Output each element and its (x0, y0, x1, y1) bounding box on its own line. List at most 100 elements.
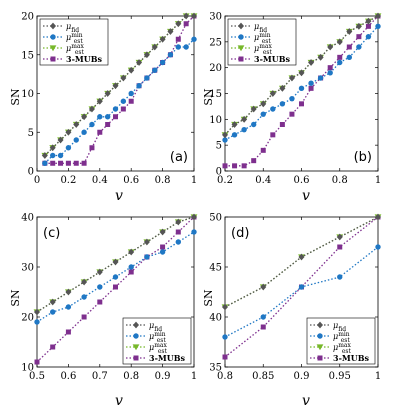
x-axis-label-top-right: v (302, 188, 310, 204)
data-point-mubs (175, 229, 181, 235)
data-point-min (250, 121, 257, 128)
data-point-mubs (299, 101, 304, 107)
y-tick-label: 20 (209, 63, 222, 74)
data-point-fid (279, 84, 286, 92)
data-point-min (222, 334, 228, 340)
panel-label: (d) (231, 226, 249, 241)
data-point-fid (65, 288, 72, 296)
data-point-mubs (65, 329, 71, 335)
data-point-mubs (337, 244, 343, 250)
x-tick-label: 0.4 (92, 175, 108, 186)
legend-entry-max: μmax est (66, 43, 84, 56)
data-point-fid (222, 131, 228, 139)
data-point-mubs (289, 111, 295, 117)
data-point-min (337, 59, 343, 66)
legend-entry-min: μmin est (254, 32, 271, 45)
data-point-mubs (183, 21, 189, 27)
y-axis-label-top-left: SN (9, 88, 22, 106)
data-point-fid (159, 228, 166, 236)
data-point-fid (112, 258, 119, 266)
data-point-mubs (222, 354, 228, 360)
data-point-mubs (260, 147, 266, 153)
data-point-mubs (113, 284, 118, 290)
data-point-fid (317, 53, 324, 61)
x-tick-label: 0.8 (217, 371, 233, 382)
series-line-min (36, 231, 195, 323)
data-point-fid (327, 43, 334, 51)
data-point-fid (104, 90, 111, 97)
legend-marker-fid (50, 22, 56, 30)
data-point-mubs (160, 244, 166, 250)
data-point-fid (250, 105, 257, 113)
data-point-fid (375, 12, 381, 20)
data-point-min (65, 145, 72, 151)
y-tick-label: 30 (21, 263, 34, 274)
data-point-mubs (241, 163, 247, 169)
data-point-fid (298, 253, 305, 261)
data-point-min (104, 114, 111, 120)
data-point-fid (269, 90, 276, 97)
data-point-mubs (356, 34, 362, 40)
legend-entry-mubs: 3-MUBs (149, 353, 185, 363)
data-point-min (167, 52, 174, 58)
legend-marker-min (238, 34, 244, 40)
x-tick-label: 0.2 (60, 175, 76, 186)
series-min (222, 244, 381, 340)
legend-entry-min: μmin est (149, 331, 166, 344)
x-tick-label: 0 (34, 175, 40, 186)
data-point-fid (128, 248, 135, 256)
y-tick-label: 10 (209, 115, 222, 126)
x-tick-label: 0.85 (252, 371, 274, 382)
y-tick-label: 5 (216, 141, 222, 152)
x-tick-label: 0.2 (217, 175, 233, 186)
x-tick-label: 0.8 (155, 175, 171, 186)
x-tick-label: 1 (375, 175, 381, 186)
data-point-min (175, 44, 181, 50)
data-point-min (159, 249, 166, 255)
data-point-mubs (128, 269, 134, 275)
y-tick-label: 35 (209, 363, 222, 374)
data-point-min (144, 254, 150, 260)
data-point-min (183, 44, 189, 50)
data-point-mubs (175, 36, 181, 42)
data-point-fid (231, 121, 238, 128)
x-tick-label: 0.7 (92, 371, 108, 382)
x-tick-label: 0.9 (294, 371, 310, 382)
legend-entry-fid: μfid (149, 321, 162, 333)
series-min (42, 36, 197, 166)
data-point-mubs (81, 314, 87, 320)
data-point-fid (167, 28, 174, 35)
data-point-fid (34, 308, 40, 316)
legend-marker-mubs (238, 56, 244, 62)
data-point-fid (159, 35, 166, 43)
data-point-min (34, 319, 40, 325)
x-axis-label-bottom-left: v (115, 393, 123, 408)
data-point-min (298, 85, 305, 92)
data-point-fid (88, 105, 95, 113)
data-point-min (298, 284, 305, 290)
y-tick-label: 25 (209, 37, 222, 48)
legend-marker-fid (238, 22, 244, 30)
y-tick-label: 15 (21, 50, 34, 61)
data-point-min (356, 44, 362, 50)
data-point-fid (222, 303, 228, 311)
data-point-mubs (97, 129, 103, 135)
data-point-min (260, 111, 266, 117)
legend-entry-fid: μfid (254, 22, 267, 34)
data-point-min (241, 126, 247, 133)
data-point-min (231, 132, 238, 138)
x-tick-label: 0.5 (29, 371, 45, 382)
data-point-mubs (365, 23, 371, 29)
data-point-fid (81, 113, 88, 121)
data-point-mubs (270, 132, 276, 138)
data-point-mubs (65, 160, 71, 166)
data-point-min (73, 137, 79, 143)
data-point-fid (191, 213, 197, 221)
data-point-min (191, 36, 197, 42)
series-line-min (224, 25, 379, 141)
legend-marker-max (49, 45, 57, 52)
legend-marker-max (132, 344, 140, 351)
